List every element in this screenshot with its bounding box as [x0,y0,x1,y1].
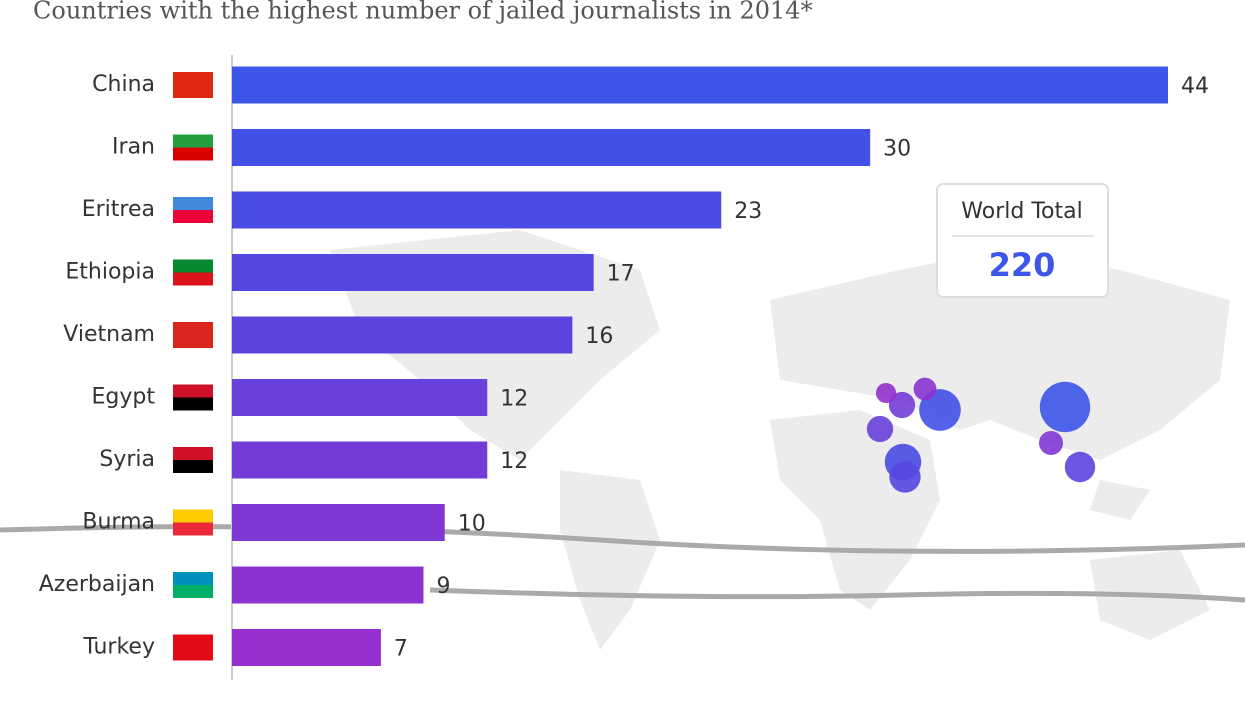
value-label: 12 [500,449,528,474]
map-bubble [1039,381,1091,433]
bar [232,504,445,541]
total-label: World Total [961,199,1082,224]
flag [173,147,213,161]
value-label: 9 [436,574,450,599]
category-label: Iran [112,135,155,160]
bar [232,629,381,666]
map-bubble [913,377,937,401]
total-value: 220 [989,246,1056,284]
flag [173,522,213,536]
map-bubble [889,461,921,493]
flag [173,460,213,473]
bar [232,441,488,479]
flag [173,197,213,210]
map-bubble [1064,451,1096,483]
map-bubble [1038,430,1064,456]
category-label: Egypt [92,385,156,410]
map-bubble [875,382,897,404]
chart-title: Countries with the highest number of jai… [33,0,813,25]
category-label: Syria [99,447,155,472]
flag [173,134,213,148]
category-label: Eritrea [82,197,155,222]
flag [173,397,213,411]
value-label: 16 [585,324,613,349]
category-label: Ethiopia [65,260,155,285]
value-label: 17 [607,262,635,287]
flag [173,322,213,335]
bar [232,379,488,416]
bar [232,316,573,354]
value-label: 23 [734,199,762,224]
bar [232,129,871,166]
flag [173,647,213,661]
flag [173,259,213,273]
flag [173,585,213,598]
flag [173,384,213,398]
flag [173,72,213,85]
total-box: World Total 220 [936,183,1109,298]
flag [173,634,213,648]
flag [173,272,213,286]
map-bubble [888,391,916,419]
flag [173,509,213,523]
bar [232,254,594,291]
flag [173,572,213,585]
value-label: 30 [883,137,911,162]
bar [232,191,722,229]
map-bubble [919,389,961,431]
bar [232,66,1168,104]
category-label: Azerbaijan [39,572,155,597]
value-label: 12 [500,387,528,412]
category-label: Vietnam [63,322,155,347]
flag [173,210,213,223]
category-label: Turkey [82,635,155,660]
value-label: 10 [458,512,486,537]
map-bubble [866,415,894,443]
bar [232,566,424,604]
flag [173,85,213,98]
value-label: 7 [394,637,408,662]
category-label: China [92,72,155,97]
flag [173,447,213,460]
flag [173,335,213,348]
category-label: Burma [82,510,155,535]
value-label: 44 [1181,74,1209,99]
